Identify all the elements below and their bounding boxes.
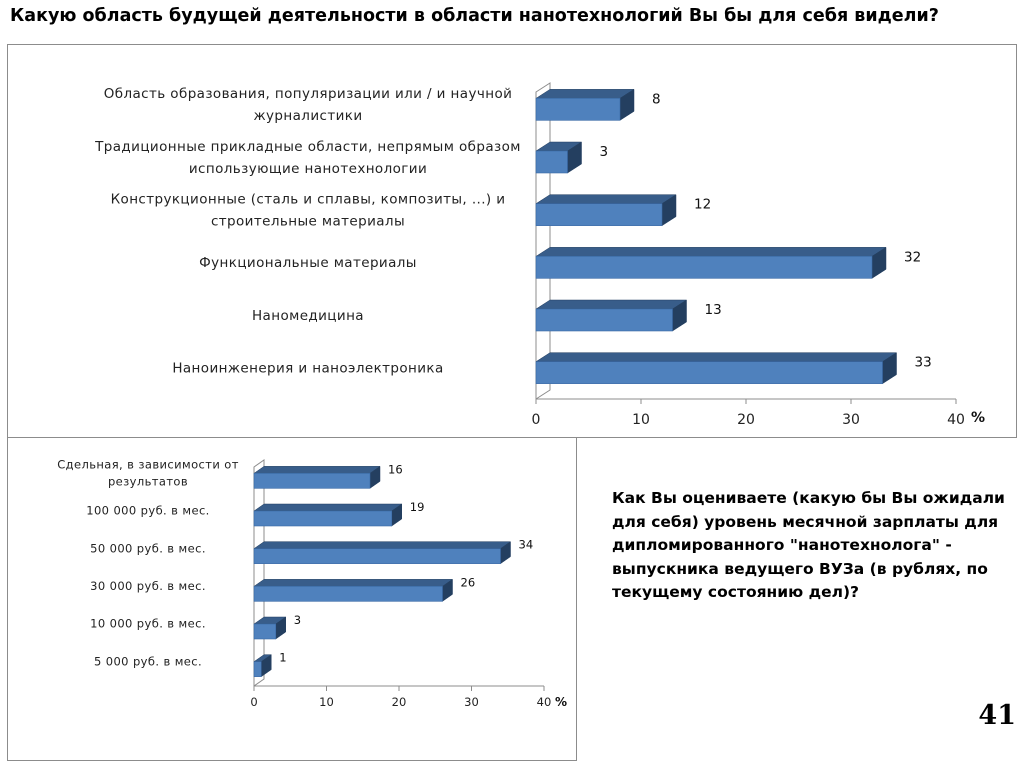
bar [535, 308, 673, 332]
bar-group [253, 616, 287, 640]
data-label: 16 [388, 462, 403, 476]
field-of-activity-chart: 0 10 20 30 40% 8 Область образования, популяри… [7, 44, 1017, 438]
bar-top-face [253, 503, 403, 512]
bar-top-face [535, 247, 887, 257]
bar [253, 586, 443, 602]
category-label-line: 10 000 руб. в мес. [90, 617, 206, 631]
bar-top-face [535, 299, 688, 310]
category-label-line: Традиционные прикладные области, непрямы… [94, 139, 521, 155]
category-label: Сдельная, в зависимости от результатов [57, 457, 239, 488]
slide-title: Какую область будущей деятельности в обл… [10, 6, 939, 26]
bar-group [253, 465, 381, 489]
category-label-line: Наноинженерия и наноэлектроника [172, 361, 443, 377]
data-label: 1 [279, 651, 286, 665]
bar-top-face [253, 541, 512, 549]
category-label-line: журналистики [253, 108, 362, 124]
chart-back-wall [253, 459, 265, 687]
bar [535, 256, 873, 279]
category-label: 100 000 руб. в мес. [86, 504, 209, 518]
data-label: 19 [410, 500, 425, 514]
data-label: 33 [915, 355, 932, 371]
bar-group [253, 578, 454, 602]
bar-group [535, 246, 887, 279]
bar [253, 661, 262, 677]
chart-back-wall [535, 82, 551, 400]
bar-top-face [535, 352, 898, 362]
bar [535, 98, 621, 121]
bar-group [535, 141, 583, 174]
category-label-line: использующие нанотехнологии [189, 161, 427, 177]
bar [535, 150, 568, 174]
x-tick-label: 30 [464, 695, 479, 709]
category-label-line: 30 000 руб. в мес. [90, 579, 206, 593]
bar-top-face [535, 194, 677, 204]
bar-group [253, 654, 273, 678]
salary-chart: 0 10 20 30 40% 16 Сдельная, в зависимости от ре… [7, 438, 577, 761]
category-label: Область образования, популяризации или /… [104, 86, 513, 124]
category-label-line: Наномедицина [252, 308, 364, 324]
category-label: 50 000 руб. в мес. [90, 541, 206, 555]
bar-group [253, 541, 512, 565]
bar-top-face [253, 466, 381, 474]
bar-group [535, 352, 898, 385]
category-label-line: Конструкционные (сталь и сплавы, компози… [111, 192, 506, 208]
category-label-line: 50 000 руб. в мес. [90, 541, 206, 555]
data-label: 12 [694, 197, 711, 213]
x-tick-label: 40 [947, 412, 965, 428]
category-label-line: Функциональные материалы [199, 255, 417, 271]
data-label: 13 [705, 302, 722, 318]
category-label-line: 5 000 руб. в мес. [94, 654, 202, 668]
data-label: 26 [461, 575, 476, 589]
x-tick-label: 10 [632, 412, 650, 428]
bar [253, 510, 393, 527]
category-label: 30 000 руб. в мес. [90, 579, 206, 593]
category-label: Традиционные прикладные области, непрямы… [94, 139, 521, 177]
category-label-line: Сдельная, в зависимости от [57, 457, 239, 471]
bar [253, 473, 371, 489]
category-label: Наномедицина [252, 308, 364, 324]
x-tick-label: 0 [532, 412, 541, 428]
category-label: 5 000 руб. в мес. [94, 654, 202, 668]
category-label-line: результатов [108, 474, 188, 488]
x-tick-label: 30 [842, 412, 860, 428]
bar-group [535, 194, 677, 227]
data-label: 32 [904, 249, 921, 265]
data-label: 3 [294, 613, 301, 627]
category-label: Конструкционные (сталь и сплавы, компози… [111, 192, 506, 230]
bar [253, 548, 501, 564]
bar [535, 361, 883, 384]
data-label: 3 [600, 144, 609, 160]
x-tick-label: 20 [392, 695, 407, 709]
x-tick-label: 20 [737, 412, 755, 428]
x-axis-unit-label: % [971, 410, 985, 426]
x-axis-unit-label: % [555, 695, 567, 709]
bar-top-face [535, 89, 635, 99]
bar-group [253, 503, 403, 527]
salary-chart-plot: 0 10 20 30 40 % 16 Сдельная, в зависимости от ре… [57, 457, 567, 709]
category-label-line: 100 000 руб. в мес. [86, 504, 209, 518]
x-tick-label: 0 [250, 695, 257, 709]
field-of-activity-chart-plot: 0 10 20 30 40 % 8 Область образования, популяри… [94, 82, 985, 428]
category-label: Наноинженерия и наноэлектроника [172, 361, 443, 377]
category-label-line: Область образования, популяризации или /… [104, 86, 513, 102]
bar-top-face [253, 579, 454, 587]
category-label: 10 000 руб. в мес. [90, 617, 206, 631]
bar-group [535, 88, 635, 121]
x-tick-label: 40 [537, 695, 552, 709]
category-label: Функциональные материалы [199, 255, 417, 271]
page-number: 41 [978, 700, 1016, 731]
category-label-line: строительные материалы [211, 214, 405, 230]
salary-question: Как Вы оцениваете (какую бы Вы ожидали д… [612, 489, 1005, 601]
bar-group [535, 299, 688, 332]
data-label: 8 [652, 91, 661, 107]
x-tick-label: 10 [319, 695, 334, 709]
data-label: 34 [519, 538, 534, 552]
bar [253, 623, 277, 640]
bar [535, 203, 663, 226]
